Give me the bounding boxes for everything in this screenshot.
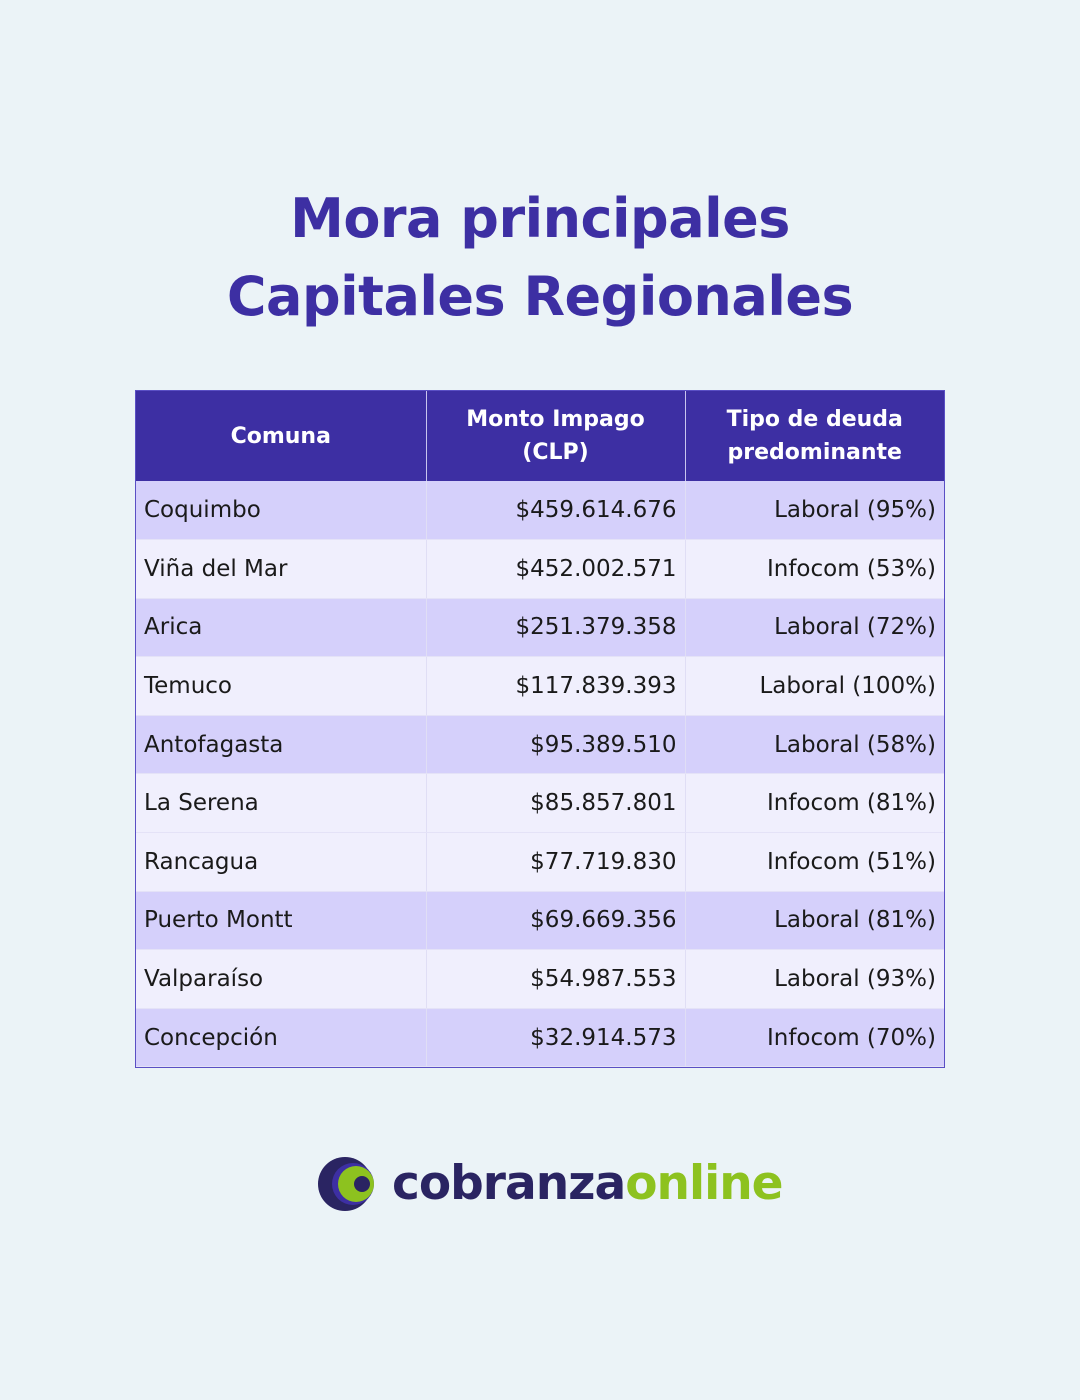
cell-tipo: Laboral (58%) (685, 715, 944, 775)
cobranza-c-logo-icon (318, 1157, 374, 1211)
cell-monto: $459.614.676 (426, 481, 686, 541)
cell-monto: $85.857.801 (426, 773, 686, 834)
brand-name-part1: cobranza (392, 1156, 626, 1211)
table-row: Arica $251.379.358 Laboral (72%) (136, 598, 944, 658)
header-tipo: Tipo de deuda predominante (685, 391, 944, 481)
title-line-2: Capitales Regionales (226, 265, 854, 328)
table-row: Coquimbo $459.614.676 Laboral (95%) (136, 481, 944, 541)
cell-tipo: Infocom (51%) (685, 832, 944, 892)
cell-comuna: Puerto Montt (136, 891, 427, 951)
page-title: Mora principales Capitales Regionales (0, 180, 1080, 336)
cell-comuna: Rancagua (136, 832, 427, 892)
table-row: Rancagua $77.719.830 Infocom (51%) (136, 832, 944, 892)
cell-tipo: Infocom (70%) (685, 1008, 944, 1068)
cell-tipo: Laboral (95%) (685, 481, 944, 541)
table-header-row: Comuna Monto Impago (CLP) Tipo de deuda … (136, 391, 944, 481)
cell-monto: $69.669.356 (426, 891, 686, 951)
cell-comuna: Temuco (136, 656, 427, 716)
brand-name: cobranzaonline (392, 1154, 784, 1214)
cell-tipo: Infocom (53%) (685, 539, 944, 599)
cell-comuna: Concepción (136, 1008, 427, 1068)
table-row: Viña del Mar $452.002.571 Infocom (53%) (136, 539, 944, 599)
cell-monto: $95.389.510 (426, 715, 686, 775)
cell-monto: $77.719.830 (426, 832, 686, 892)
cell-monto: $117.839.393 (426, 656, 686, 716)
cell-comuna: Antofagasta (136, 715, 427, 775)
header-monto: Monto Impago (CLP) (426, 391, 686, 481)
cell-monto: $251.379.358 (426, 598, 686, 658)
table-row: Valparaíso $54.987.553 Laboral (93%) (136, 949, 944, 1009)
cell-comuna: Coquimbo (136, 481, 427, 541)
cell-tipo: Laboral (100%) (685, 656, 944, 716)
table-row: Puerto Montt $69.669.356 Laboral (81%) (136, 891, 944, 951)
table-row: Concepción $32.914.573 Infocom (70%) (136, 1008, 944, 1068)
cell-comuna: Arica (136, 598, 427, 658)
cell-monto: $452.002.571 (426, 539, 686, 599)
table-row: Temuco $117.839.393 Laboral (100%) (136, 656, 944, 716)
cell-tipo: Laboral (81%) (685, 891, 944, 951)
cell-comuna: Viña del Mar (136, 539, 427, 599)
debt-table: Comuna Monto Impago (CLP) Tipo de deuda … (135, 390, 945, 1069)
cell-tipo: Laboral (93%) (685, 949, 944, 1009)
cell-monto: $32.914.573 (426, 1008, 686, 1068)
cell-comuna: Valparaíso (136, 949, 427, 1009)
table-row: La Serena $85.857.801 Infocom (81%) (136, 773, 944, 834)
cell-tipo: Infocom (81%) (685, 773, 944, 834)
cobranzaonline-logo: cobranzaonline (318, 1152, 784, 1216)
title-line-1: Mora principales (290, 187, 790, 250)
cell-tipo: Laboral (72%) (685, 598, 944, 658)
cell-comuna: La Serena (136, 773, 427, 834)
header-comuna: Comuna (136, 391, 427, 481)
cell-monto: $54.987.553 (426, 949, 686, 1009)
brand-name-part2: online (625, 1156, 783, 1211)
table-row: Antofagasta $95.389.510 Laboral (58%) (136, 715, 944, 775)
